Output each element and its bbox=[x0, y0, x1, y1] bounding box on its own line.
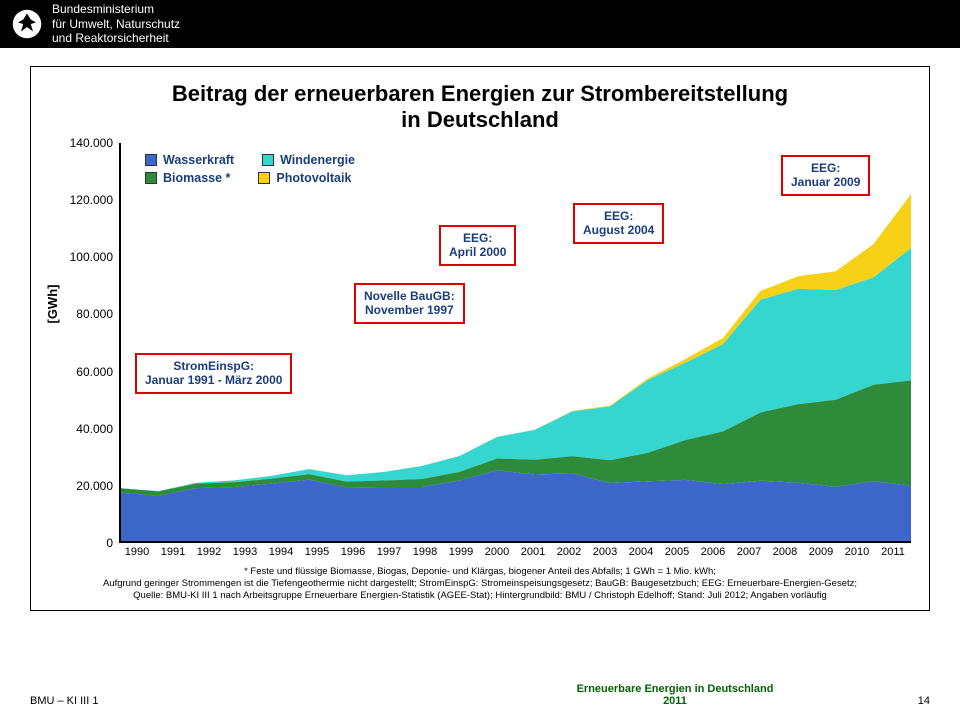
x-tick: 1996 bbox=[335, 543, 371, 558]
x-tick: 2001 bbox=[515, 543, 551, 558]
callout-eeg2004: EEG: August 2004 bbox=[573, 203, 664, 244]
x-tick: 2008 bbox=[767, 543, 803, 558]
x-tick: 1997 bbox=[371, 543, 407, 558]
legend-label: Photovoltaik bbox=[276, 171, 351, 185]
y-tick: 100.000 bbox=[70, 250, 113, 264]
legend-label: Wasserkraft bbox=[163, 153, 234, 167]
x-axis-ticks: 1990199119921993199419951996199719981999… bbox=[119, 543, 911, 558]
x-tick: 2010 bbox=[839, 543, 875, 558]
x-tick: 2004 bbox=[623, 543, 659, 558]
callout-eeg2009: EEG: Januar 2009 bbox=[781, 155, 870, 196]
y-axis-label: [GWh] bbox=[45, 285, 60, 324]
x-tick: 1995 bbox=[299, 543, 335, 558]
x-tick: 1993 bbox=[227, 543, 263, 558]
y-tick: 20.000 bbox=[76, 479, 113, 493]
y-tick: 40.000 bbox=[76, 422, 113, 436]
ministry-line3: und Reaktorsicherheit bbox=[52, 31, 180, 45]
ministry-line2: für Umwelt, Naturschutz bbox=[52, 17, 180, 31]
legend-label: Windenergie bbox=[280, 153, 355, 167]
callout-stromeinspg: StromEinspG: Januar 1991 - März 2000 bbox=[135, 353, 292, 394]
x-tick: 2005 bbox=[659, 543, 695, 558]
legend-swatch bbox=[145, 172, 157, 184]
ministry-name: Bundesministerium für Umwelt, Naturschut… bbox=[52, 2, 180, 45]
x-tick: 1992 bbox=[191, 543, 227, 558]
x-tick: 1998 bbox=[407, 543, 443, 558]
y-tick: 140.000 bbox=[70, 136, 113, 150]
legend-label: Biomasse * bbox=[163, 171, 230, 185]
callout-eeg2000: EEG: April 2000 bbox=[439, 225, 516, 266]
y-tick: 0 bbox=[106, 536, 113, 550]
stacked-area-svg bbox=[121, 143, 911, 541]
chart-title: Beitrag der erneuerbaren Energien zur St… bbox=[49, 81, 911, 133]
footer-page: 14 bbox=[890, 695, 930, 707]
slide-footer: BMU – KI III 1 Erneuerbare Energien in D… bbox=[0, 683, 960, 707]
eagle-icon bbox=[12, 9, 42, 39]
x-tick: 2002 bbox=[551, 543, 587, 558]
x-tick: 2009 bbox=[803, 543, 839, 558]
x-tick: 2003 bbox=[587, 543, 623, 558]
chart-container: Beitrag der erneuerbaren Energien zur St… bbox=[30, 66, 930, 611]
legend-swatch bbox=[145, 154, 157, 166]
legend-swatch bbox=[262, 154, 274, 166]
x-tick: 2000 bbox=[479, 543, 515, 558]
x-tick: 1994 bbox=[263, 543, 299, 558]
y-tick: 120.000 bbox=[70, 193, 113, 207]
x-tick: 2006 bbox=[695, 543, 731, 558]
callout-novelle: Novelle BauGB: November 1997 bbox=[354, 283, 465, 324]
x-tick: 2007 bbox=[731, 543, 767, 558]
legend-swatch bbox=[258, 172, 270, 184]
plot-area: Wasserkraft Windenergie Biomasse * Photovol… bbox=[119, 143, 911, 543]
x-tick: 1991 bbox=[155, 543, 191, 558]
y-axis: [GWh] 020.00040.00060.00080.000100.00012… bbox=[49, 143, 119, 543]
y-tick: 80.000 bbox=[76, 307, 113, 321]
ministry-line1: Bundesministerium bbox=[52, 2, 180, 16]
footer-left: BMU – KI III 1 bbox=[30, 695, 460, 707]
x-tick: 1999 bbox=[443, 543, 479, 558]
chart-plot-wrap: [GWh] 020.00040.00060.00080.000100.00012… bbox=[49, 143, 911, 543]
x-tick: 2011 bbox=[875, 543, 911, 558]
footer-center: Erneuerbare Energien in Deutschland 2011 bbox=[460, 683, 890, 707]
footnote: * Feste und flüssige Biomasse, Biogas, D… bbox=[49, 566, 911, 602]
ministry-header: Bundesministerium für Umwelt, Naturschut… bbox=[0, 0, 960, 48]
y-tick: 60.000 bbox=[76, 365, 113, 379]
x-tick: 1990 bbox=[119, 543, 155, 558]
chart-legend: Wasserkraft Windenergie Biomasse * Photovol… bbox=[145, 153, 383, 189]
